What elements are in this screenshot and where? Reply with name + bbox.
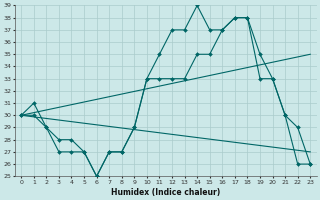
X-axis label: Humidex (Indice chaleur): Humidex (Indice chaleur) <box>111 188 220 197</box>
